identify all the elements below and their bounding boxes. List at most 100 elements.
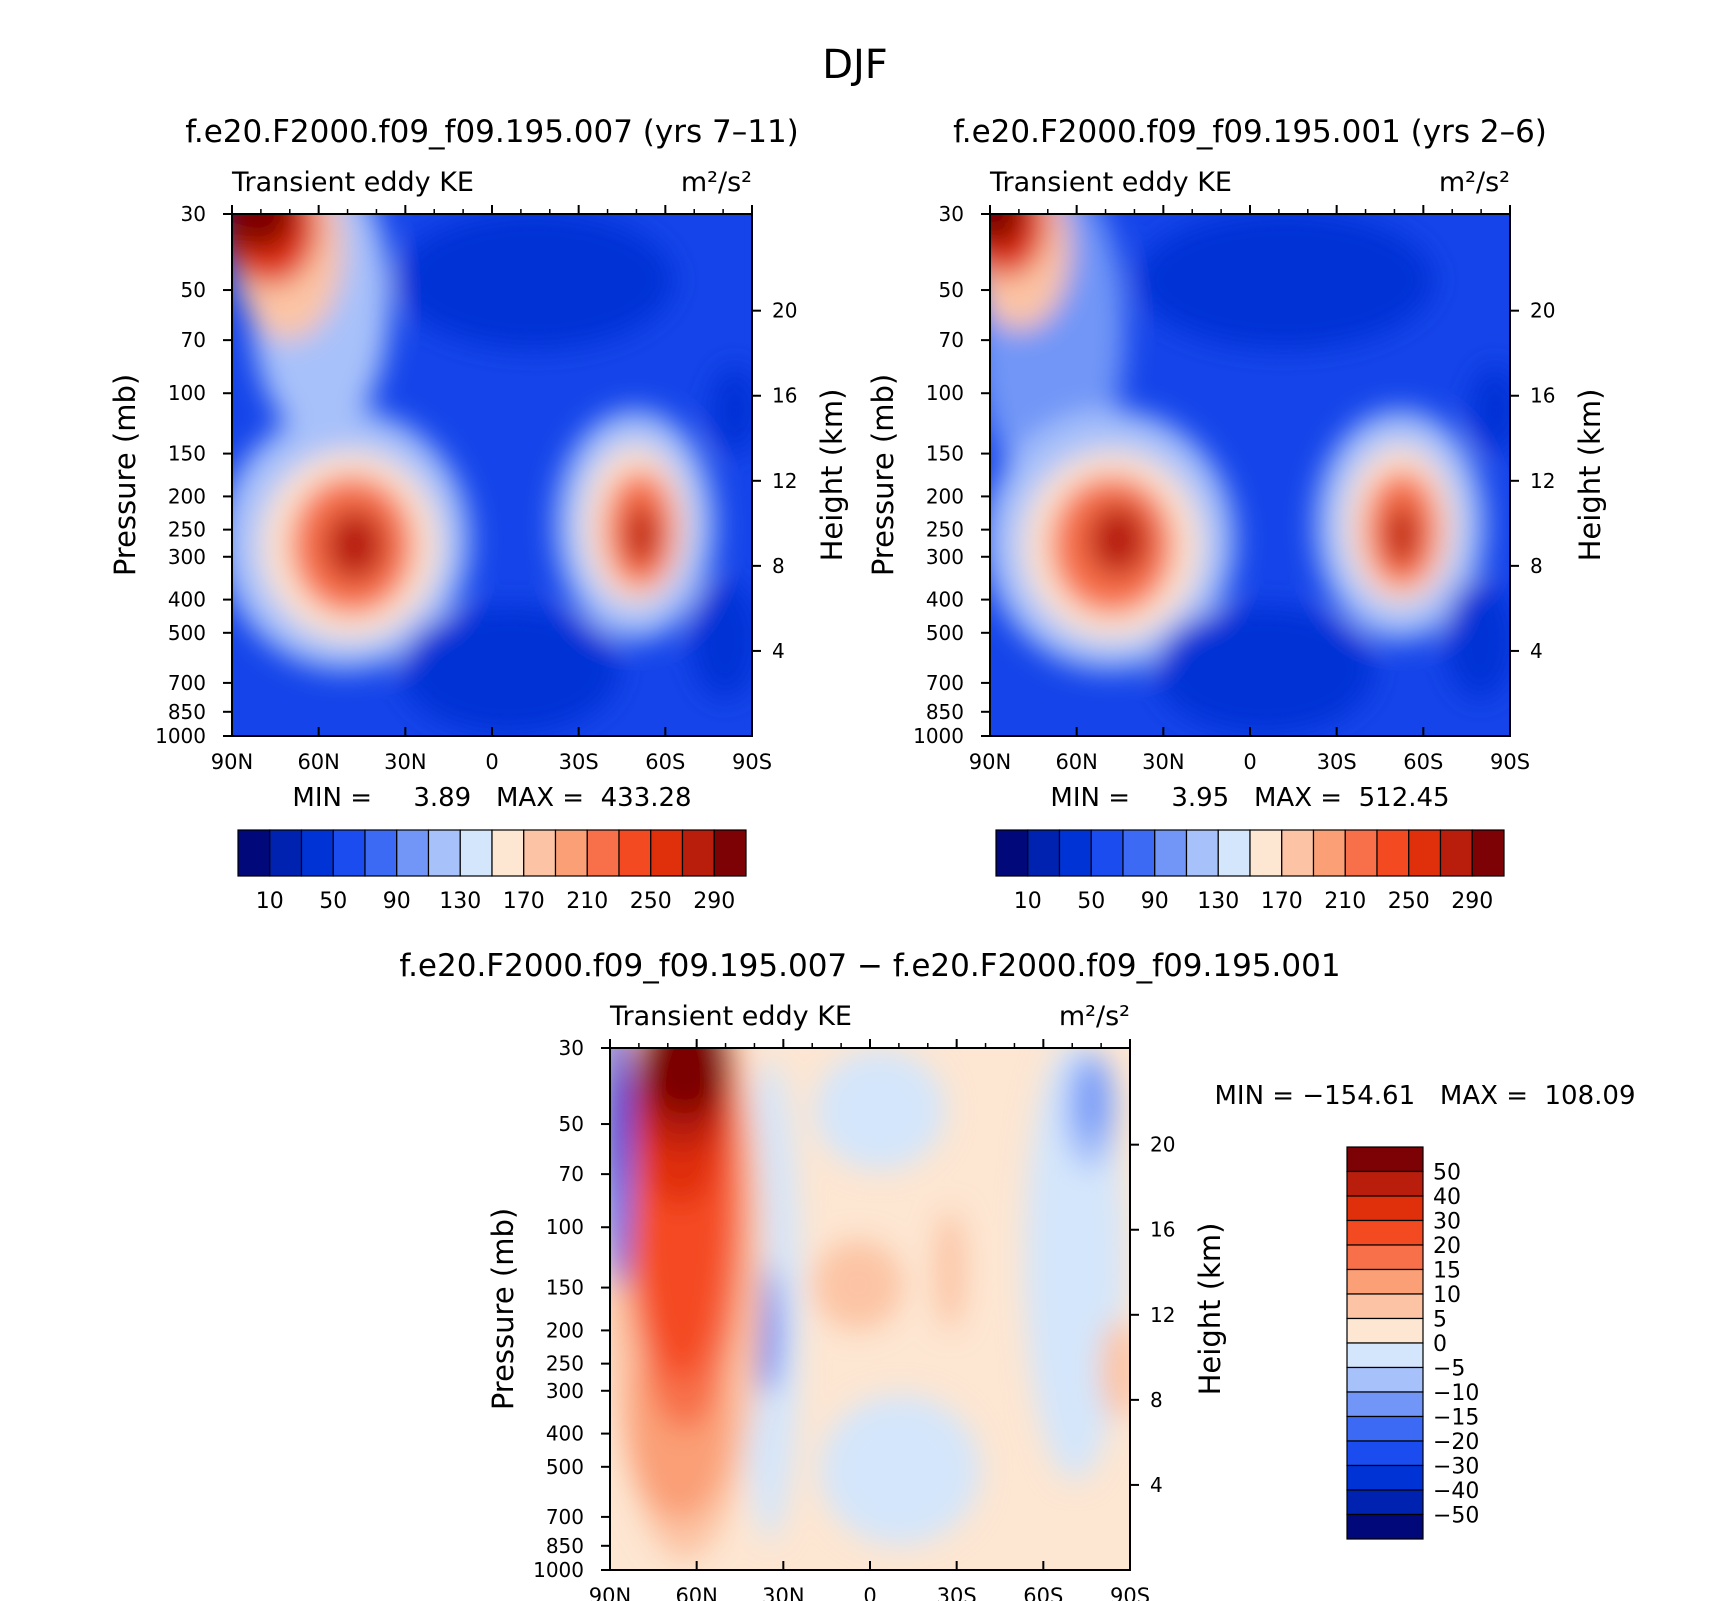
panel-b-colorbar-label: 250 [1388,889,1430,914]
panel-c-blob-sh-strat-neg-core [1078,1060,1106,1140]
panel-b-colorbar-box [1471,829,1505,877]
panel-c-blob-upper-tropics-neg [815,1050,945,1170]
panel-a-y-tick-label: 50 [181,278,206,302]
panel-a-y-tick-label: 700 [168,671,206,695]
panel-c-blur-layer [610,1048,1130,1560]
panel-a-stats: MIN = 3.89 MAX = 433.28 [292,783,691,813]
panel-c-x-tick-label: 30S [937,1584,977,1601]
panel-a-colorbar-label: 210 [566,889,608,914]
panel-c-blob-30s-pos [935,1210,965,1330]
panel-c-blob-pole-neg-core [610,1048,622,1190]
panel-b: f.e20.F2000.f09_f09.195.001 (yrs 2–6) Tr… [866,114,1607,914]
panel-a-y-tick-label: 250 [168,518,206,542]
panel-c-y-tick-label: 200 [546,1318,584,1342]
panel-b-blur-layer [990,214,1510,735]
panel-a-ylabel: Pressure (mb) [108,374,142,576]
panel-c-x-tick-label: 90N [589,1584,631,1601]
panel-c-y2label: Height (km) [1193,1223,1227,1396]
panel-a-blob-sh-jet-core [626,505,658,565]
panel-b-x-tick-label: 60S [1403,750,1443,774]
panel-c-colorbar-box [1346,1464,1424,1491]
panel-a-blob-upper-tropics [395,214,675,350]
panel-c-blob-subtropical-neg-inner [762,1290,774,1370]
panel-a-colorbar-box [586,829,620,877]
panel-b-colorbar-box [1344,829,1378,877]
panel-c-x-tick-label: 60N [675,1584,717,1601]
panel-c-x-tick-label: 90S [1110,1584,1150,1601]
panel-a-blob-nh-jet-core [325,509,385,581]
panel-b-y2-tick-label: 16 [1530,384,1555,408]
panel-c-y-tick-label: 70 [559,1162,584,1186]
panel-c-x-tick-label: 0 [863,1584,876,1601]
panel-b-blob-lower-tropics [1155,605,1375,735]
panel-b-x-tick-label: 90N [969,750,1011,774]
panel-c-colorbar-box [1346,1170,1424,1197]
panel-c-colorbar-box [1346,1195,1424,1222]
panel-a-left-label: Transient eddy KE [231,167,474,198]
panel-b-y2label: Height (km) [1573,389,1607,562]
panel-c-colorbar-box [1346,1342,1424,1369]
panel-b-contour-field [990,214,1510,735]
panel-b-y-tick-label: 400 [926,588,964,612]
panel-b-y-tick-label: 200 [926,484,964,508]
panel-c-colorbar-box [1346,1244,1424,1271]
panel-c-y-tick-label: 150 [546,1276,584,1300]
panel-b-x-tick-label: 30N [1142,750,1184,774]
panel-a-blob-polar-core [232,214,296,250]
panel-a-y2-tick-label: 8 [772,554,785,578]
panel-c-colorbar-label: 10 [1433,1283,1461,1308]
panel-a-colorbar-box [523,829,557,877]
panel-a-y-tick-label: 30 [181,202,206,226]
panel-c-colorbar-label: 5 [1433,1308,1447,1333]
panel-a-colorbar-label: 170 [503,889,545,914]
panel-b-colorbar-box [1090,829,1124,877]
panel-c-colorbar-label: −10 [1433,1381,1479,1406]
panel-b-colorbar: 10 50 90 130 170 210 250 290 [995,829,1505,914]
panel-c-colorbar-label: 30 [1433,1210,1461,1235]
panel-c-y-tick-label: 850 [546,1534,584,1558]
panel-a-colorbar-box [300,829,334,877]
panel-c-colorbar-label: −30 [1433,1455,1479,1480]
panel-b-y2-tick-label: 4 [1530,639,1543,663]
panel-b-colorbar-label: 90 [1141,889,1169,914]
panel-b-colorbar-box [1027,829,1061,877]
panel-c-colorbar-box [1346,1317,1424,1344]
panel-c-stats: MIN = −154.61 MAX = 108.09 [1214,1081,1635,1111]
panel-c-y-tick-label: 300 [546,1379,584,1403]
panel-c-colorbar-box [1346,1415,1424,1442]
panel-b-blob-upper-tropics [1135,214,1435,350]
panel-a-colorbar: 10 50 90 130 170 210 250 290 [237,829,747,914]
panel-b-x-tick-label: 90S [1490,750,1530,774]
panel-c-axes: 90N 60N 30N 0 30S 60S 90S 30 50 70 100 150 200 250 300… [533,1036,1175,1601]
panel-c-x-tick-label: 30N [762,1584,804,1601]
panel-a-y-tick-label: 100 [168,381,206,405]
panel-a-x-tick-label: 60S [645,750,685,774]
panel-a-y2-tick-label: 16 [772,384,797,408]
panel-c-y2-tick-label: 20 [1150,1133,1175,1157]
panel-b-y-tick-label: 250 [926,518,964,542]
panel-c: f.e20.F2000.f09_f09.195.007 − f.e20.F200… [399,948,1635,1601]
panel-b-colorbar-box [1154,829,1188,877]
panel-c-contour-field [610,1048,1130,1560]
panel-a-colorbar-box [396,829,430,877]
panel-a-x-tick-label: 90N [211,750,253,774]
panel-c-title: f.e20.F2000.f09_f09.195.007 − f.e20.F200… [399,948,1340,984]
panel-c-units-label: m²/s² [1059,1001,1130,1032]
panel-a-colorbar-box [650,829,684,877]
panel-c-colorbar-label: −50 [1433,1504,1479,1529]
panel-b-y-tick-label: 150 [926,442,964,466]
panel-c-colorbar-label: 0 [1433,1332,1447,1357]
panel-c-ylabel: Pressure (mb) [486,1208,520,1410]
panel-a-y-tick-label: 150 [168,442,206,466]
panel-b-colorbar-label: 290 [1451,889,1493,914]
panel-b-title: f.e20.F2000.f09_f09.195.001 (yrs 2–6) [953,114,1547,150]
panel-a-y-tick-label: 500 [168,621,206,645]
panel-c-colorbar-box [1346,1219,1424,1246]
panel-b-y-tick-label: 300 [926,545,964,569]
panel-b-x-tick-label: 0 [1243,750,1256,774]
panel-a-x-tick-label: 30N [384,750,426,774]
panel-a-x-tick-label: 60N [297,750,339,774]
panel-b-blob-sh-stratosphere [1470,365,1510,455]
panel-b-ylabel: Pressure (mb) [866,374,900,576]
